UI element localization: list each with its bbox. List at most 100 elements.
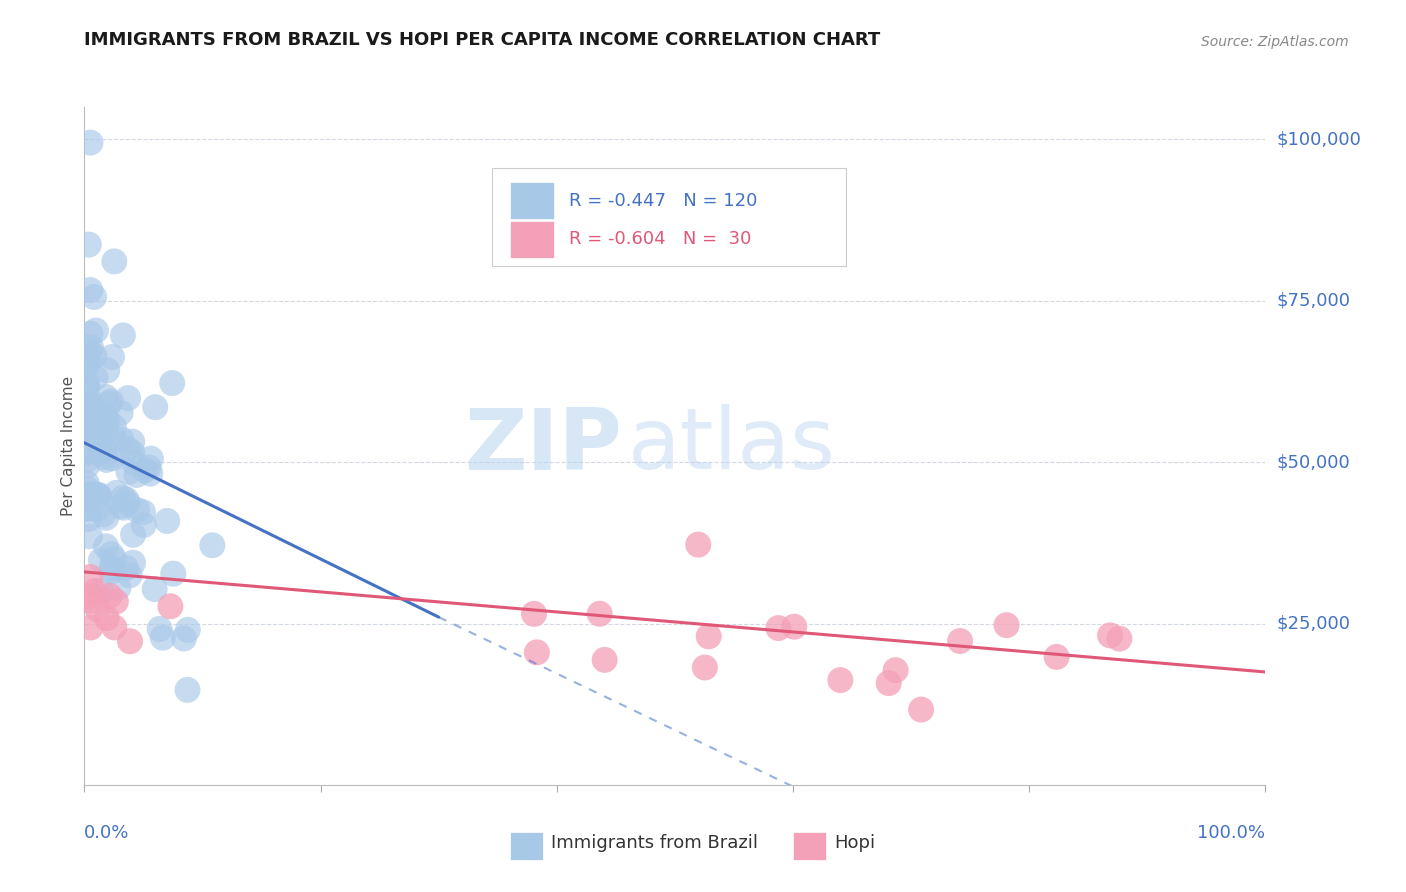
Point xyxy=(132,505,155,519)
Point xyxy=(110,500,132,514)
Point xyxy=(110,432,132,446)
FancyBboxPatch shape xyxy=(509,182,554,219)
Text: $75,000: $75,000 xyxy=(1277,292,1351,310)
Point xyxy=(122,456,145,470)
Point xyxy=(117,496,139,510)
Point xyxy=(96,611,118,625)
Point xyxy=(77,483,100,497)
Point xyxy=(127,503,149,517)
Point xyxy=(201,538,224,552)
Point xyxy=(143,582,166,596)
Point xyxy=(1046,649,1069,664)
Point xyxy=(84,324,107,338)
Point xyxy=(76,376,98,390)
Text: R = -0.604   N =  30: R = -0.604 N = 30 xyxy=(568,230,751,248)
Point xyxy=(76,377,98,392)
Point xyxy=(83,584,105,599)
Point xyxy=(97,397,120,411)
FancyBboxPatch shape xyxy=(509,832,543,860)
Text: 0.0%: 0.0% xyxy=(84,824,129,842)
Point xyxy=(84,371,107,385)
Point xyxy=(103,432,125,446)
Point xyxy=(90,583,112,598)
Text: $50,000: $50,000 xyxy=(1277,453,1350,471)
FancyBboxPatch shape xyxy=(793,832,827,860)
Point xyxy=(84,412,107,426)
Point xyxy=(173,632,195,646)
Point xyxy=(877,676,900,690)
Point xyxy=(76,445,98,459)
Point xyxy=(79,344,101,359)
Point xyxy=(91,508,114,522)
Point xyxy=(79,403,101,417)
Point xyxy=(79,594,101,608)
Point xyxy=(76,347,98,361)
Point xyxy=(176,682,198,697)
Point xyxy=(80,403,103,417)
Point xyxy=(94,539,117,553)
Point xyxy=(100,394,122,409)
Point xyxy=(80,401,103,415)
Point xyxy=(768,621,790,635)
Point xyxy=(115,492,138,507)
Point xyxy=(115,561,138,575)
Point xyxy=(83,290,105,304)
Point xyxy=(526,645,548,659)
Y-axis label: Per Capita Income: Per Capita Income xyxy=(60,376,76,516)
Point xyxy=(94,390,117,404)
Point xyxy=(100,547,122,561)
Point xyxy=(96,510,118,524)
Point xyxy=(91,444,114,458)
Point xyxy=(76,453,98,467)
Point xyxy=(110,406,132,420)
Point xyxy=(97,432,120,446)
Point xyxy=(83,445,105,459)
Text: atlas: atlas xyxy=(627,404,835,488)
Point xyxy=(688,538,710,552)
Point xyxy=(79,401,101,416)
Point xyxy=(122,528,145,542)
Point xyxy=(910,703,932,717)
Point xyxy=(523,607,546,621)
Point xyxy=(83,412,105,426)
Point xyxy=(84,424,107,438)
Point xyxy=(117,391,139,405)
Point xyxy=(118,568,141,582)
Point xyxy=(82,417,104,431)
Point xyxy=(90,553,112,567)
Point xyxy=(87,412,110,426)
Point xyxy=(84,412,107,426)
Text: Immigrants from Brazil: Immigrants from Brazil xyxy=(551,834,758,852)
Point xyxy=(949,634,972,648)
Point xyxy=(79,589,101,603)
Point xyxy=(93,450,115,465)
Point xyxy=(77,501,100,516)
Point xyxy=(79,136,101,150)
Point xyxy=(995,618,1018,632)
Point xyxy=(77,512,100,526)
Point xyxy=(139,467,162,481)
Point xyxy=(76,488,98,502)
Point xyxy=(160,376,183,390)
Point xyxy=(76,401,98,415)
Text: 100.0%: 100.0% xyxy=(1198,824,1265,842)
Point xyxy=(122,556,145,570)
Point xyxy=(104,594,127,608)
Point xyxy=(83,349,105,363)
Point xyxy=(79,326,101,341)
Point xyxy=(77,237,100,252)
Point xyxy=(76,476,98,491)
Point xyxy=(76,489,98,503)
Text: Hopi: Hopi xyxy=(834,834,876,852)
Point xyxy=(79,620,101,634)
Point xyxy=(84,431,107,445)
Point xyxy=(80,487,103,501)
Point xyxy=(103,254,125,268)
Point xyxy=(80,340,103,354)
Point xyxy=(76,403,98,417)
Point xyxy=(111,491,134,505)
Point xyxy=(117,442,139,457)
Point xyxy=(94,417,117,431)
Point xyxy=(84,419,107,434)
Point xyxy=(80,396,103,410)
